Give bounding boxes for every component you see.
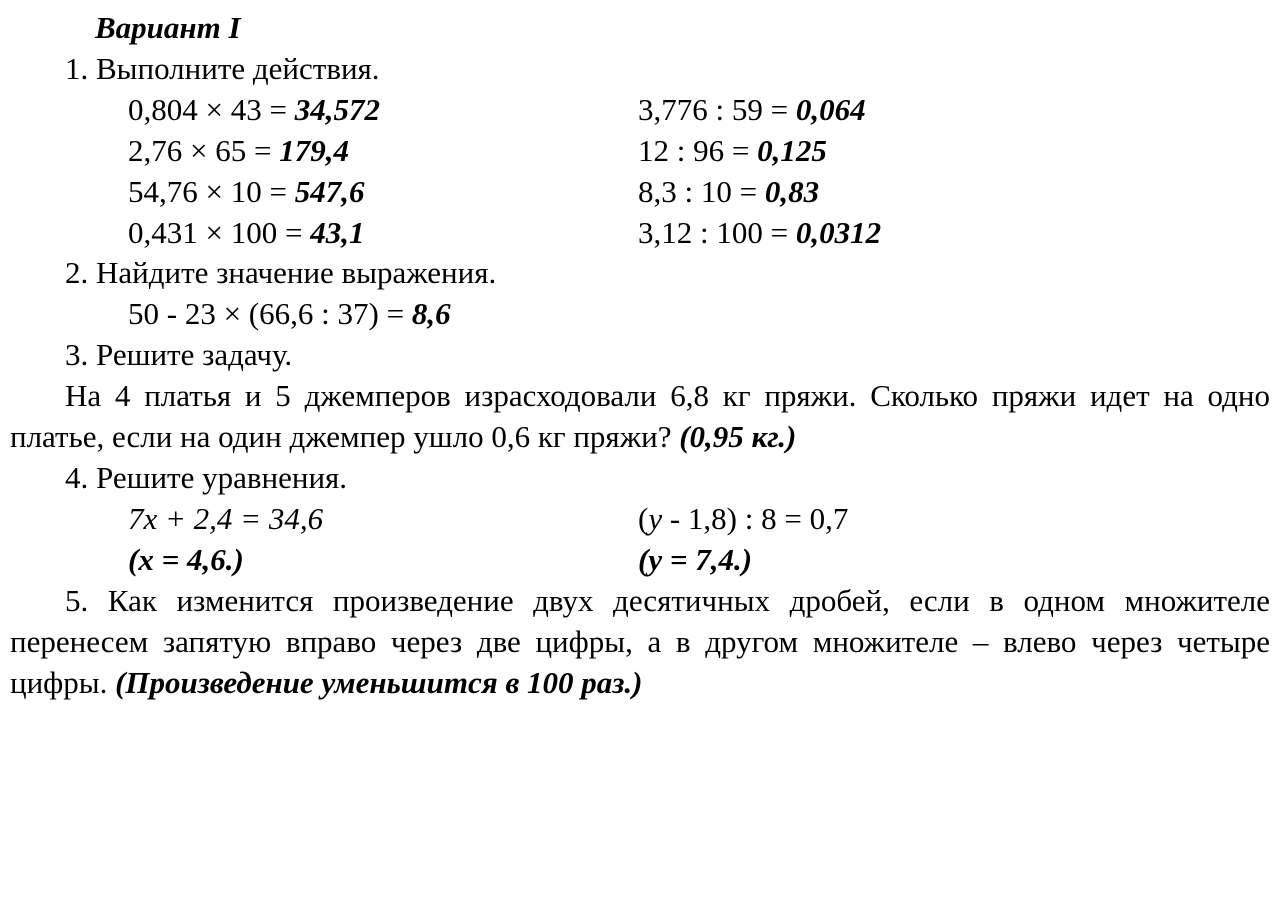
q1-right-3-ans: 0,0312	[796, 215, 881, 250]
worksheet-page: Вариант I 1. Выполните действия. 0,804 ×…	[0, 0, 1280, 703]
variant-title: Вариант I	[95, 8, 1270, 49]
q1-right-0-expr: 3,776 : 59 =	[638, 92, 796, 127]
q1-left-0-expr: 0,804 × 43 =	[128, 92, 295, 127]
q1-right-0: 3,776 : 59 = 0,064	[638, 90, 1270, 131]
q1-right-1: 12 : 96 = 0,125	[638, 131, 1270, 172]
q1-row-1: 2,76 × 65 = 179,4 12 : 96 = 0,125	[128, 131, 1270, 172]
q3-prompt: 3. Решите задачу.	[65, 335, 1270, 376]
q1-left-1-ans: 179,4	[279, 133, 349, 168]
q4-left-sol: (x = 4,6.)	[128, 540, 638, 581]
q4-row-sol: (x = 4,6.) (y = 7,4.)	[128, 540, 1270, 581]
q2-expr: 50 - 23 × (66,6 : 37) =	[128, 296, 412, 331]
q1-right-3-expr: 3,12 : 100 =	[638, 215, 796, 250]
q1-left-1-expr: 2,76 × 65 =	[128, 133, 279, 168]
q5-ans: (Произведение уменьшится в 100 раз.)	[115, 665, 642, 700]
q3-paragraph: На 4 платья и 5 джемперов израсходовали …	[10, 376, 1270, 458]
q4-left-eq: 7x + 2,4 = 34,6	[128, 499, 638, 540]
q4-prompt: 4. Решите уравнения.	[65, 458, 1270, 499]
q1-right-3: 3,12 : 100 = 0,0312	[638, 213, 1270, 254]
q1-prompt: 1. Выполните действия.	[65, 49, 1270, 90]
q1-right-2-ans: 0,83	[765, 174, 819, 209]
q1-left-0-ans: 34,572	[295, 92, 380, 127]
q1-row-0: 0,804 × 43 = 34,572 3,776 : 59 = 0,064	[128, 90, 1270, 131]
q1-right-2: 8,3 : 10 = 0,83	[638, 172, 1270, 213]
q1-row-3: 0,431 × 100 = 43,1 3,12 : 100 = 0,0312	[128, 213, 1270, 254]
q1-right-2-expr: 8,3 : 10 =	[638, 174, 765, 209]
q1-left-2-expr: 54,76 × 10 =	[128, 174, 295, 209]
q1-right-1-expr: 12 : 96 =	[638, 133, 757, 168]
q4-row-eq: 7x + 2,4 = 34,6 (y - 1,8) : 8 = 0,7	[128, 499, 1270, 540]
q3-ans: (0,95 кг.)	[679, 419, 796, 454]
q1-left-2: 54,76 × 10 = 547,6	[128, 172, 638, 213]
q1-left-3-ans: 43,1	[310, 215, 364, 250]
q1-right-1-ans: 0,125	[757, 133, 827, 168]
q4-right-sol: (y = 7,4.)	[638, 540, 1270, 581]
q4-right-eq: (y - 1,8) : 8 = 0,7	[638, 499, 1270, 540]
q1-row-2: 54,76 × 10 = 547,6 8,3 : 10 = 0,83	[128, 172, 1270, 213]
q1-left-3-expr: 0,431 × 100 =	[128, 215, 310, 250]
q1-left-0: 0,804 × 43 = 34,572	[128, 90, 638, 131]
q1-left-1: 2,76 × 65 = 179,4	[128, 131, 638, 172]
q2-prompt: 2. Найдите значение выражения.	[65, 253, 1270, 294]
q1-left-2-ans: 547,6	[295, 174, 365, 209]
q1-left-3: 0,431 × 100 = 43,1	[128, 213, 638, 254]
q5-paragraph: 5. Как изменится произведение двух десят…	[10, 581, 1270, 704]
q1-right-0-ans: 0,064	[796, 92, 866, 127]
q3-text: На 4 платья и 5 джемперов израсходовали …	[10, 378, 1270, 454]
q2-line: 50 - 23 × (66,6 : 37) = 8,6	[128, 294, 1270, 335]
q2-ans: 8,6	[412, 296, 451, 331]
